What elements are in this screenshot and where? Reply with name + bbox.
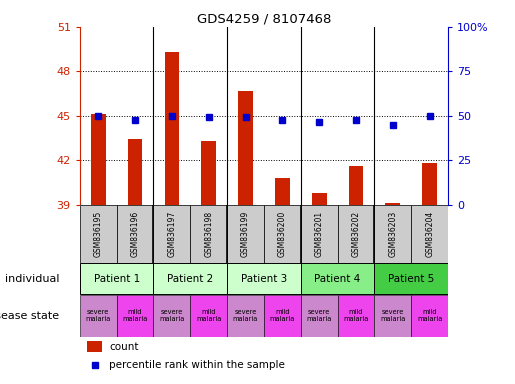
Bar — [128, 139, 143, 205]
Bar — [153, 295, 191, 336]
Text: GSM836203: GSM836203 — [388, 210, 397, 257]
Text: GSM836197: GSM836197 — [167, 210, 176, 257]
Text: Patient 4: Patient 4 — [315, 274, 360, 284]
Text: severe
malaria: severe malaria — [380, 310, 405, 323]
Bar — [238, 91, 253, 205]
Text: Patient 1: Patient 1 — [94, 274, 140, 284]
Bar — [301, 295, 338, 336]
Bar — [264, 295, 301, 336]
Bar — [227, 263, 301, 294]
Bar — [385, 203, 400, 205]
Text: severe
malaria: severe malaria — [159, 310, 184, 323]
Text: percentile rank within the sample: percentile rank within the sample — [109, 360, 285, 370]
Bar — [411, 295, 448, 336]
Bar — [264, 205, 301, 263]
Bar — [338, 205, 374, 263]
Text: GSM836199: GSM836199 — [241, 210, 250, 257]
Bar — [374, 295, 411, 336]
Bar — [338, 295, 374, 336]
Bar — [374, 263, 448, 294]
Text: GSM836204: GSM836204 — [425, 210, 434, 257]
Bar — [80, 205, 117, 263]
Bar — [349, 166, 364, 205]
Bar — [116, 205, 153, 263]
Text: disease state: disease state — [0, 311, 60, 321]
Text: GSM836196: GSM836196 — [131, 210, 140, 257]
Text: mild
malaria: mild malaria — [196, 310, 221, 323]
Title: GDS4259 / 8107468: GDS4259 / 8107468 — [197, 13, 331, 26]
Bar — [374, 205, 411, 263]
Bar — [275, 178, 290, 205]
Bar — [191, 295, 227, 336]
Text: mild
malaria: mild malaria — [417, 310, 442, 323]
Bar — [80, 295, 117, 336]
Bar — [91, 114, 106, 205]
Bar — [87, 341, 102, 352]
Text: Patient 3: Patient 3 — [241, 274, 287, 284]
Text: mild
malaria: mild malaria — [344, 310, 369, 323]
Text: individual: individual — [5, 274, 60, 284]
Text: count: count — [109, 341, 139, 351]
Text: mild
malaria: mild malaria — [270, 310, 295, 323]
Bar — [227, 205, 264, 263]
Bar — [153, 263, 227, 294]
Text: severe
malaria: severe malaria — [233, 310, 258, 323]
Bar — [201, 141, 216, 205]
Text: GSM836195: GSM836195 — [94, 210, 102, 257]
Bar — [301, 205, 338, 263]
Bar — [312, 193, 327, 205]
Bar — [80, 263, 153, 294]
Bar — [411, 205, 448, 263]
Text: mild
malaria: mild malaria — [123, 310, 148, 323]
Text: Patient 5: Patient 5 — [388, 274, 434, 284]
Bar — [153, 205, 191, 263]
Text: GSM836198: GSM836198 — [204, 210, 213, 257]
Bar — [164, 52, 179, 205]
Bar — [116, 295, 153, 336]
Text: GSM836200: GSM836200 — [278, 210, 287, 257]
Bar — [227, 295, 264, 336]
Text: GSM836201: GSM836201 — [315, 210, 323, 257]
Bar — [422, 163, 437, 205]
Text: GSM836202: GSM836202 — [352, 210, 360, 257]
Text: Patient 2: Patient 2 — [167, 274, 213, 284]
Bar — [191, 205, 227, 263]
Text: severe
malaria: severe malaria — [306, 310, 332, 323]
Text: severe
malaria: severe malaria — [85, 310, 111, 323]
Bar — [301, 263, 374, 294]
